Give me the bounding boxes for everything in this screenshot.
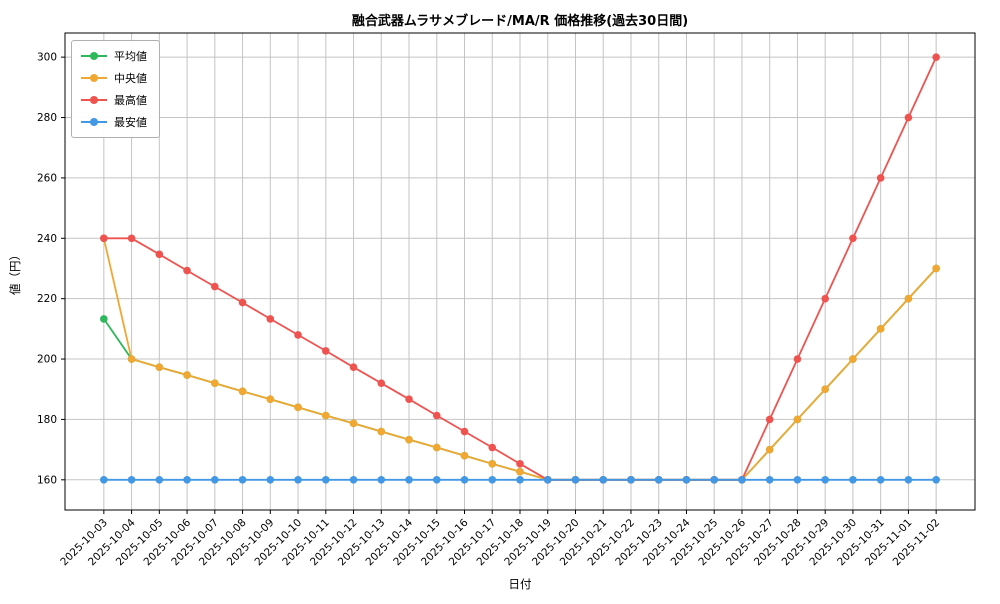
legend-label-median: 中央値 (114, 72, 147, 85)
legend-label-average: 平均値 (114, 50, 147, 63)
legend-item-min: 最安値 (81, 114, 147, 130)
chart-title: 融合武器ムラサメブレード/MA/R 価格推移(過去30日間) (352, 13, 688, 29)
plot-area: 1601802002202402602803002025-10-032025-1… (37, 32, 976, 568)
legend-label-min: 最安値 (114, 116, 147, 129)
svg-text:280: 280 (37, 112, 57, 124)
x-axis-label: 日付 (509, 577, 532, 591)
svg-text:200: 200 (37, 354, 57, 366)
legend: 平均値 中央値 最高値 最安値 (71, 40, 160, 138)
svg-text:240: 240 (37, 233, 57, 245)
svg-text:160: 160 (37, 474, 57, 486)
legend-item-max: 最高値 (81, 92, 147, 108)
y-axis-label: 値（円） (8, 249, 22, 295)
svg-text:180: 180 (37, 414, 57, 426)
legend-item-median: 中央値 (81, 70, 147, 86)
average-series-marker-icon (81, 50, 107, 62)
svg-text:220: 220 (37, 293, 57, 305)
legend-item-average: 平均値 (81, 48, 147, 64)
median-series-marker-icon (81, 72, 107, 84)
svg-text:260: 260 (37, 172, 57, 184)
max-series-marker-icon (81, 94, 107, 106)
min-series-marker-icon (81, 116, 107, 128)
legend-label-max: 最高値 (114, 94, 147, 107)
svg-text:300: 300 (37, 52, 57, 64)
